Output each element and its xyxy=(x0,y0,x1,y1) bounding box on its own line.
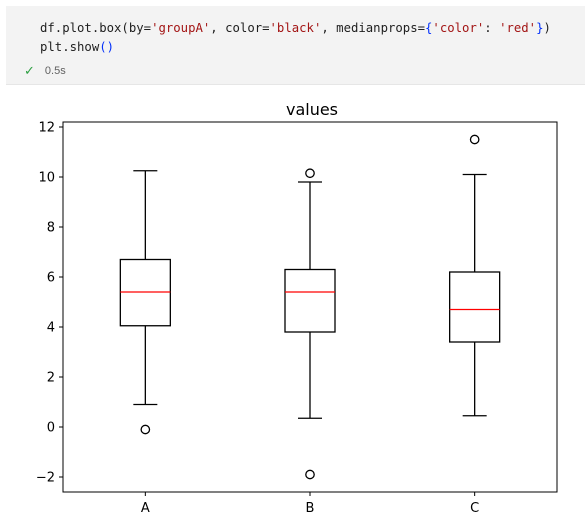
code-line-1[interactable]: df.plot.box(by='groupA', color='black', … xyxy=(40,18,551,38)
y-tick-label: 10 xyxy=(38,171,55,186)
code-line-1-token: : xyxy=(484,21,500,35)
y-tick-label: 8 xyxy=(47,221,55,236)
code-line-1-token: , medianprops= xyxy=(321,21,426,35)
chart-output: values −2 0 2 4 6 8 10 12 A B C xyxy=(0,88,585,524)
code-line-2-token: plt.show xyxy=(40,40,100,54)
box-A xyxy=(119,170,171,435)
execution-time: 0.5s xyxy=(44,64,66,77)
x-tick-label: C xyxy=(470,501,479,516)
code-line-1-token: { xyxy=(425,21,433,35)
boxes xyxy=(119,134,501,480)
plot-frame xyxy=(62,121,558,493)
y-tick-label: 2 xyxy=(47,371,55,386)
box-iqr xyxy=(284,268,336,333)
outlier-point xyxy=(305,469,315,480)
x-axis: A B C xyxy=(141,492,479,516)
code-cell[interactable]: df.plot.box(by='groupA', color='black', … xyxy=(6,6,585,85)
y-tick-label: 6 xyxy=(47,271,55,286)
outlier-point xyxy=(305,168,315,179)
execution-status: ✓ 0.5s xyxy=(24,64,66,77)
check-icon: ✓ xyxy=(24,63,35,78)
code-line-1-token: , color= xyxy=(210,21,270,35)
code-line-1-token: 'groupA' xyxy=(151,21,211,35)
code-line-1-token: 'red' xyxy=(499,21,537,35)
x-tick-label: B xyxy=(306,501,315,516)
y-tick-label: 0 xyxy=(47,421,55,436)
box-plot: values −2 0 2 4 6 8 10 12 A B C xyxy=(36,100,558,516)
code-line-1-token: 'color' xyxy=(432,21,485,35)
code-line-1-token: df.plot.box(by= xyxy=(40,21,152,35)
x-tick-label: A xyxy=(141,501,150,516)
y-tick-label: 12 xyxy=(38,121,55,136)
code-line-1-token: ) xyxy=(543,21,551,35)
box-C xyxy=(449,134,501,417)
code-line-1-token: } xyxy=(536,21,544,35)
code-line-2[interactable]: plt.show() xyxy=(40,37,114,57)
y-tick-label: 4 xyxy=(47,321,55,336)
outlier-point xyxy=(140,424,151,435)
code-line-1-token: 'black' xyxy=(269,21,322,35)
outlier-point xyxy=(469,134,480,145)
box-iqr xyxy=(449,271,501,343)
box-B xyxy=(284,168,336,480)
y-axis: −2 0 2 4 6 8 10 12 xyxy=(36,121,63,486)
y-tick-label: −2 xyxy=(36,471,55,486)
code-line-2-token: () xyxy=(99,40,115,54)
chart-title: values xyxy=(286,100,338,119)
